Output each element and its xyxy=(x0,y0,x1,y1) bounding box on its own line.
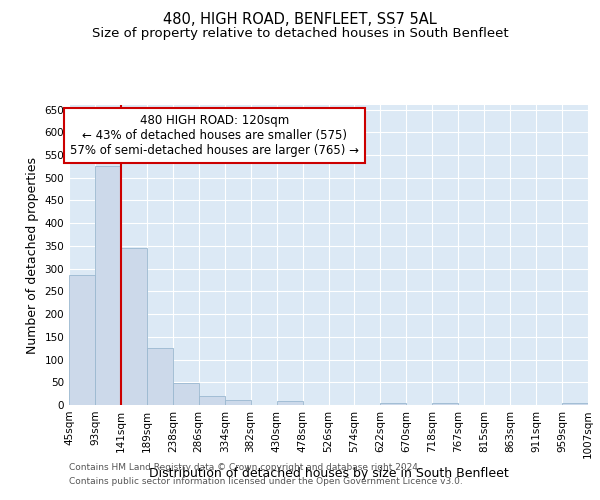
Text: Contains HM Land Registry data © Crown copyright and database right 2024.: Contains HM Land Registry data © Crown c… xyxy=(69,464,421,472)
Bar xyxy=(380,402,406,405)
Bar xyxy=(147,348,173,405)
Bar xyxy=(95,166,121,405)
Bar xyxy=(199,396,224,405)
Bar xyxy=(121,248,147,405)
Text: 480 HIGH ROAD: 120sqm
← 43% of detached houses are smaller (575)
57% of semi-det: 480 HIGH ROAD: 120sqm ← 43% of detached … xyxy=(70,114,359,157)
Text: 480, HIGH ROAD, BENFLEET, SS7 5AL: 480, HIGH ROAD, BENFLEET, SS7 5AL xyxy=(163,12,437,28)
Bar xyxy=(69,276,95,405)
X-axis label: Distribution of detached houses by size in South Benfleet: Distribution of detached houses by size … xyxy=(149,466,508,479)
Y-axis label: Number of detached properties: Number of detached properties xyxy=(26,156,39,354)
Bar xyxy=(562,402,588,405)
Text: Size of property relative to detached houses in South Benfleet: Size of property relative to detached ho… xyxy=(92,28,508,40)
Bar xyxy=(173,383,199,405)
Text: Contains public sector information licensed under the Open Government Licence v3: Contains public sector information licen… xyxy=(69,477,463,486)
Bar xyxy=(277,402,302,405)
Bar xyxy=(433,402,458,405)
Bar xyxy=(225,400,251,405)
